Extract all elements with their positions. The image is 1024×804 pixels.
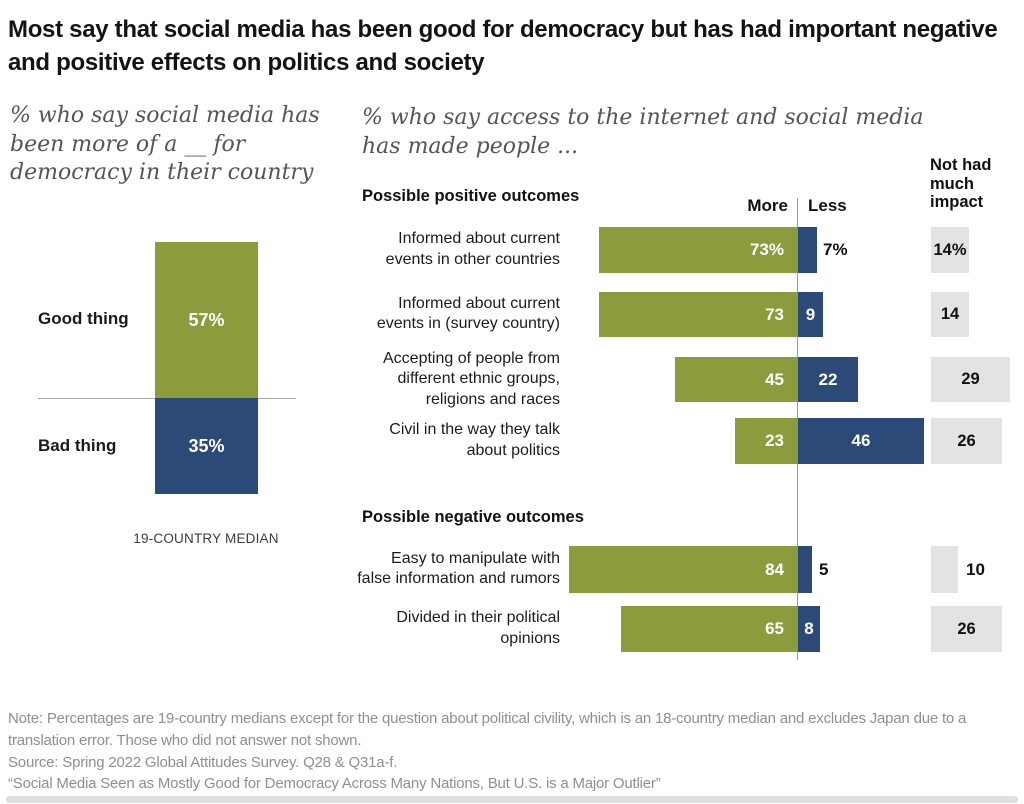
impact-value: 10 (966, 559, 985, 579)
more-bar: 45 (675, 357, 798, 402)
more-value: 23 (765, 431, 784, 450)
impact-box: 14% (931, 227, 969, 273)
column-header-less: Less (808, 196, 847, 215)
row-label: Divided in their political opinions (396, 609, 560, 647)
more-bar: 23 (735, 418, 798, 464)
negative-outcomes-header: Possible negative outcomes (362, 508, 584, 526)
bad-thing-label: Bad thing (38, 436, 117, 455)
bad-thing-bar: 35% (155, 398, 258, 494)
more-value: 65 (765, 619, 784, 638)
more-bar: 65 (621, 606, 798, 652)
impact-box: 26 (931, 606, 1002, 652)
footer-source: Source: Spring 2022 Global Attitudes Sur… (8, 753, 398, 771)
more-value: 73% (749, 240, 784, 259)
more-bar: 73 (599, 292, 798, 337)
less-value: 46 (851, 431, 871, 450)
footer-note: Note: Percentages are 19-country medians… (8, 710, 967, 749)
row-label: Informed about current events in (survey… (376, 294, 560, 333)
impact-value: 26 (957, 619, 976, 638)
median-caption: 19-COUNTRY MEDIAN (133, 531, 279, 546)
chart-row: Easy to manipulate with false informatio… (0, 546, 1024, 593)
more-bar: 73% (599, 227, 798, 273)
less-bar: 22 (798, 357, 858, 402)
left-chart-subtitle: % who say social media has been more of … (10, 103, 320, 186)
less-value: 9 (805, 304, 816, 324)
less-value: 22 (818, 369, 838, 389)
more-value: 73 (765, 304, 784, 324)
impact-box: 29 (931, 357, 1010, 402)
less-bar (798, 227, 817, 273)
page-title: Most say that social media has been good… (8, 16, 998, 76)
row-label: Easy to manipulate with false informatio… (357, 549, 560, 588)
impact-value: 29 (961, 370, 980, 388)
less-value: 7% (823, 240, 848, 259)
less-bar: 8 (798, 606, 820, 652)
right-chart-subtitle: % who say access to the internet and soc… (362, 105, 924, 159)
positive-outcomes-header: Possible positive outcomes (362, 187, 580, 205)
bottom-scrollbar-track (6, 796, 1018, 803)
impact-box: 14 (931, 292, 969, 337)
less-bar: 9 (798, 292, 823, 337)
chart-row: Divided in their political opinions 65 8… (0, 606, 1024, 652)
good-thing-label: Good thing (38, 309, 129, 328)
good-thing-value: 57% (188, 309, 225, 330)
chart-row: Informed about current events in other c… (0, 227, 1024, 273)
good-thing-bar: 57% (155, 242, 258, 398)
footer-report-title: “Social Media Seen as Mostly Good for De… (8, 775, 661, 793)
impact-value: 14 (940, 305, 960, 323)
bad-thing-value: 35% (188, 435, 225, 456)
impact-box: 26 (931, 418, 1002, 464)
less-value: 8 (804, 619, 814, 638)
chart-row: Informed about current events in (survey… (0, 292, 1024, 337)
row-label: Informed about current events in other c… (385, 230, 560, 268)
impact-value: 14% (933, 240, 967, 259)
chart-row: Accepting of people from different ethni… (0, 349, 1024, 408)
chart-row: Civil in the way they talk about politic… (0, 418, 1024, 464)
footer: Note: Percentages are 19-country medians… (8, 708, 1016, 795)
less-bar: 46 (798, 418, 924, 464)
column-header-more: More (747, 196, 788, 215)
more-value: 45 (765, 369, 784, 389)
row-label: Accepting of people from different ethni… (383, 349, 560, 408)
impact-box (931, 546, 958, 593)
more-value: 84 (765, 559, 784, 579)
less-bar (798, 546, 812, 593)
impact-value: 26 (957, 431, 976, 450)
less-value: 5 (819, 559, 829, 579)
column-header-impact: Not had much impact (930, 156, 992, 212)
more-bar: 84 (569, 546, 798, 593)
row-label: Civil in the way they talk about politic… (389, 421, 560, 459)
